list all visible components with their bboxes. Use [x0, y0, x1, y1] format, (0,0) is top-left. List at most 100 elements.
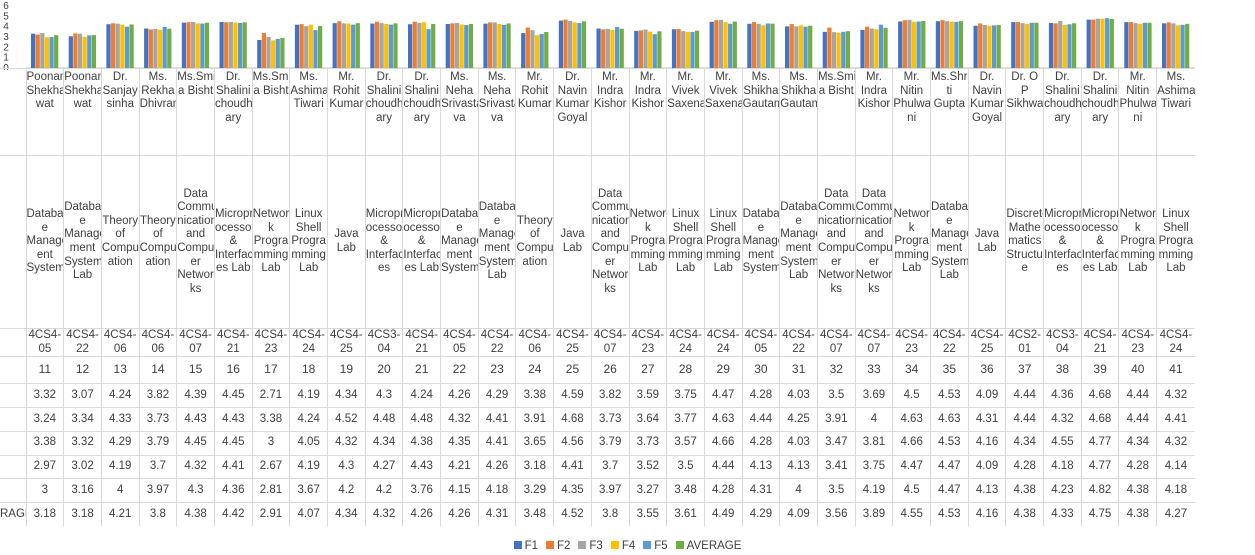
- value-cell-f2: 3.73: [138, 406, 177, 432]
- bar-f4-19: [346, 23, 351, 68]
- bar-f3-13: [115, 23, 120, 69]
- bar-average-14: [167, 28, 172, 68]
- legend-label: F3: [589, 540, 603, 552]
- value-cell-f1: 2.71: [251, 383, 290, 408]
- value-cell-f5: 4.82: [1080, 478, 1119, 503]
- bar-average-34: [921, 20, 926, 68]
- faculty-name-cell: Mr. Nitin Phulwa ni: [1118, 68, 1157, 156]
- bar-average-18: [317, 25, 323, 68]
- value-cell-f4: 4.3: [327, 454, 366, 479]
- value-cell-f2: 4.63: [703, 406, 743, 432]
- bar-f4-15: [195, 23, 200, 68]
- index-cell: 29: [703, 356, 743, 384]
- value-cell-f2: 4.68: [1080, 406, 1119, 432]
- bar-f3-17: [266, 37, 271, 68]
- value-cell-f4: 4.19: [289, 454, 328, 479]
- bar-f5-34: [916, 21, 921, 68]
- value-cell-average: 3.8: [590, 502, 629, 526]
- value-cell-average: 4.38: [176, 502, 215, 526]
- value-cell-f2: 4.44: [1005, 406, 1044, 432]
- value-cell-f1: 3.69: [854, 383, 893, 408]
- course-code-cell: 4CS4-07: [854, 327, 893, 357]
- bar-f3-21: [417, 22, 422, 69]
- value-cell-average: 4.09: [779, 502, 818, 526]
- index-cell: 12: [63, 356, 102, 384]
- value-cell-f4: 4.28: [1005, 454, 1044, 479]
- course-code-cell: 4CS4-25: [967, 327, 1006, 357]
- faculty-name-cell: Mr. Indra Kishor: [854, 68, 893, 156]
- faculty-name-cell: Mr. Indra Kishor: [590, 68, 629, 156]
- value-cell-f1: 3.32: [25, 383, 64, 408]
- series-row-average: RAGE3.183.184.213.84.384.422.914.074.344…: [0, 502, 1195, 526]
- row-label: [0, 356, 26, 384]
- value-cell-f3: 4.53: [930, 430, 969, 456]
- value-cell-f5: 2.81: [251, 478, 290, 503]
- bar-f3-18: [304, 26, 309, 68]
- value-cell-f3: 3.79: [590, 430, 629, 456]
- bar-f5-39: [1105, 18, 1110, 68]
- subject-cell: Data Commu nication and Comput er Networ…: [816, 155, 856, 329]
- value-cell-f4: 2.97: [25, 454, 64, 479]
- value-cell-f3: 4.32: [1156, 430, 1195, 456]
- value-cell-f4: 4.77: [1080, 454, 1119, 479]
- bar-f4-13: [120, 24, 125, 69]
- bar-average-32: [845, 31, 850, 68]
- value-cell-f5: 4.28: [703, 478, 743, 503]
- bar-f2-41: [1166, 22, 1171, 68]
- bar-f1-33: [860, 29, 865, 68]
- value-cell-average: 3.55: [628, 502, 667, 526]
- course-code-cell: 4CS4-21: [213, 327, 253, 357]
- bar-f5-41: [1180, 24, 1185, 68]
- index-cell: 23: [477, 356, 516, 384]
- subject-cell: Java Lab: [327, 155, 366, 329]
- value-cell-f5: 4.2: [327, 478, 366, 503]
- legend-label: F1: [524, 540, 538, 552]
- faculty-name-cell: Ms. Ashima Tiwari: [1156, 68, 1195, 156]
- bar-f2-38: [1053, 23, 1058, 68]
- bar-average-25: [581, 21, 587, 68]
- bar-f5-22: [464, 25, 469, 68]
- value-cell-f3: 4.05: [289, 430, 328, 456]
- legend-item-f1: F1: [513, 540, 538, 552]
- value-cell-f5: 4.38: [1118, 478, 1157, 503]
- bar-f1-11: [31, 33, 36, 68]
- value-cell-f2: 4.25: [779, 406, 818, 432]
- value-cell-f3: 3.73: [628, 430, 667, 456]
- bar-f1-40: [1124, 22, 1129, 68]
- bar-f5-35: [954, 21, 959, 69]
- series-row-f5: 3 3.16 4 3.97 4.3 4.36 2.81 3.67 4.2 4.2 3.76 4.15 4…: [0, 478, 1195, 503]
- course-code-cell: 4CS4-05: [741, 327, 780, 357]
- index-cell: 13: [100, 356, 140, 384]
- value-cell-f3: 3.81: [854, 430, 893, 456]
- value-cell-f4: 4.26: [477, 454, 516, 479]
- value-cell-f4: 4.18: [1043, 454, 1082, 479]
- bar-f2-17: [261, 33, 267, 68]
- course-code-cell: 4CS3-04: [364, 327, 403, 357]
- value-cell-f5: 4.18: [477, 478, 516, 503]
- bar-f3-23: [492, 22, 497, 68]
- course-code-cell: 4CS4-22: [779, 327, 818, 357]
- y-tick-label: 6: [3, 1, 9, 12]
- bar-f3-38: [1058, 20, 1063, 68]
- faculty-name-cell: Poonam Shekha wat: [25, 68, 64, 156]
- row-label: [0, 430, 26, 456]
- bar-f2-16: [224, 22, 229, 68]
- index-cell: 18: [289, 356, 328, 384]
- bar-f5-32: [841, 31, 846, 68]
- bar-average-35: [958, 21, 964, 68]
- bar-f1-23: [483, 23, 488, 69]
- bar-f5-14: [162, 26, 167, 68]
- bar-f4-11: [44, 37, 50, 68]
- course-code-cell: 4CS4-24: [1156, 327, 1195, 357]
- value-cell-f3: 4.34: [1005, 430, 1044, 456]
- value-cell-f1: 4.59: [553, 383, 592, 408]
- index-cell: 33: [854, 356, 893, 384]
- value-cell-f4: 4.32: [176, 454, 215, 479]
- value-cell-average: 4.16: [967, 502, 1006, 526]
- value-cell-f1: 4.29: [477, 383, 516, 408]
- bar-f5-23: [501, 24, 507, 68]
- value-cell-f1: 4.24: [402, 383, 441, 408]
- value-cell-f4: 3.52: [628, 454, 667, 479]
